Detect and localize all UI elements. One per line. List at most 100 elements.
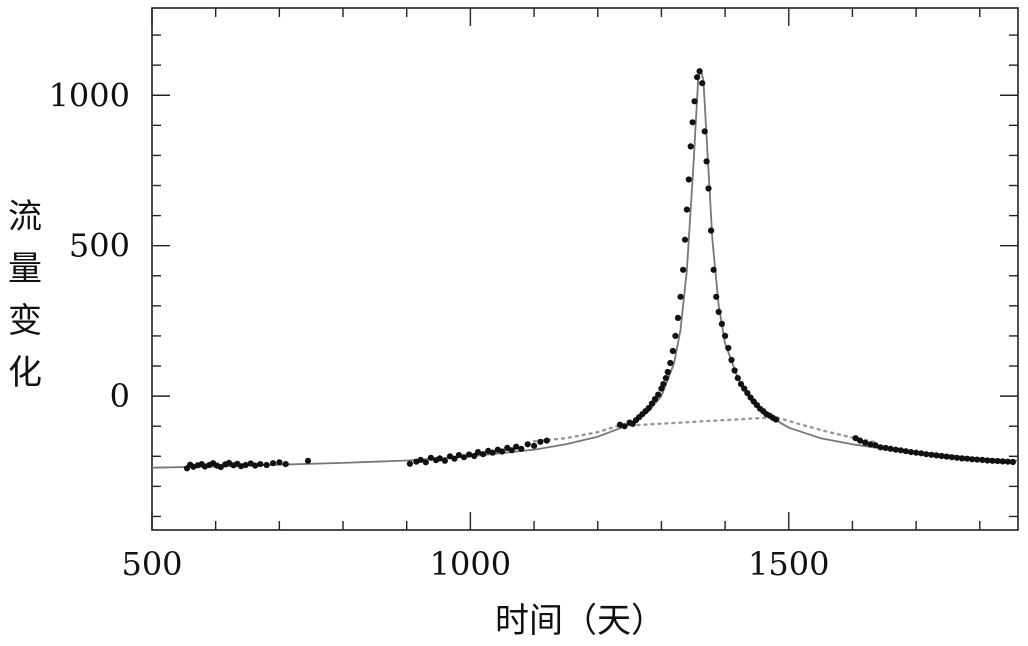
x-tick-label: 1000 <box>430 545 511 583</box>
data-point <box>680 266 687 273</box>
data-point <box>269 460 277 467</box>
data-point <box>508 447 515 454</box>
data-point <box>645 405 652 412</box>
data-point <box>718 320 726 327</box>
data-point <box>964 455 971 462</box>
data-point <box>427 454 434 461</box>
data-point <box>276 459 283 466</box>
data-point <box>466 451 473 458</box>
data-point <box>683 206 691 213</box>
y-axis-title-char: 变 <box>8 301 42 341</box>
data-point <box>713 293 720 300</box>
data-point <box>725 344 732 352</box>
data-point <box>943 453 950 460</box>
data-point <box>741 385 748 392</box>
data-point <box>651 396 659 403</box>
data-point <box>524 441 531 448</box>
data-point <box>621 423 628 430</box>
data-point <box>938 452 945 460</box>
data-point <box>689 119 696 126</box>
data-point <box>667 359 674 367</box>
data-point <box>648 400 656 407</box>
data-point <box>710 266 717 273</box>
data-point <box>703 158 710 165</box>
data-point <box>902 448 910 455</box>
data-point <box>948 454 955 461</box>
y-tick-label: 0 <box>110 377 130 415</box>
data-point <box>677 293 684 300</box>
data-point <box>537 438 544 445</box>
data-point <box>715 308 722 315</box>
data-point <box>480 451 487 458</box>
data-point <box>441 457 448 464</box>
data-point <box>958 455 966 462</box>
data-point <box>685 176 692 183</box>
data-point <box>722 332 729 339</box>
data-point <box>655 391 662 398</box>
data-point <box>877 444 884 451</box>
data-point <box>263 461 270 469</box>
y-axis-title-char: 化 <box>8 353 42 393</box>
data-point <box>489 449 496 456</box>
data-point <box>242 461 249 469</box>
solid-model-curve <box>151 69 1019 469</box>
data-point <box>857 437 864 444</box>
data-point <box>672 332 679 339</box>
x-axis-title: 时间（天） <box>495 601 665 641</box>
data-point <box>460 454 468 461</box>
data-point <box>979 456 986 463</box>
data-point <box>531 442 538 449</box>
data-point <box>304 457 312 464</box>
data-point <box>772 416 780 423</box>
data-point <box>984 457 991 464</box>
data-point <box>867 441 874 448</box>
y-axis-ticks <box>152 34 1018 518</box>
data-point <box>687 143 694 150</box>
data-point <box>674 314 682 321</box>
data-point <box>872 442 879 449</box>
x-tick-label: 1500 <box>748 545 829 583</box>
data-point <box>892 446 899 453</box>
data-point <box>731 367 738 374</box>
data-point <box>664 368 671 376</box>
plot-frame <box>151 7 1019 531</box>
data-point <box>913 449 920 456</box>
data-point <box>543 437 550 444</box>
data-point <box>862 439 869 446</box>
data-point <box>734 375 741 382</box>
data-point <box>699 80 706 87</box>
data-point <box>422 459 429 466</box>
data-point <box>737 381 745 388</box>
data-point <box>744 390 751 397</box>
data-point <box>918 450 925 457</box>
y-axis-title: 流量变化 <box>8 197 42 393</box>
y-axis-title-char: 流 <box>8 197 42 237</box>
data-point <box>513 443 520 450</box>
y-tick-label: 500 <box>69 227 130 265</box>
data-point <box>694 74 701 81</box>
data-point <box>994 458 1001 465</box>
data-point <box>417 456 424 463</box>
data-point <box>882 444 889 451</box>
data-point <box>681 236 689 243</box>
data-point <box>887 445 894 452</box>
y-axis-title-char: 量 <box>8 249 42 289</box>
data-point <box>728 356 735 364</box>
data-point <box>907 449 915 456</box>
data-point <box>923 451 930 458</box>
data-point <box>705 185 712 192</box>
data-point <box>1004 458 1011 465</box>
data-point <box>451 455 458 462</box>
data-point <box>953 454 961 461</box>
data-point <box>406 460 413 467</box>
data-point <box>662 375 670 382</box>
data-point <box>999 458 1006 465</box>
data-point <box>499 448 506 455</box>
x-tick-labels: 500 1000 1500 <box>121 545 829 583</box>
data-point <box>696 68 703 75</box>
data-points <box>183 68 1017 472</box>
data-point <box>669 347 677 355</box>
data-point <box>989 457 996 464</box>
data-point <box>1009 458 1017 466</box>
